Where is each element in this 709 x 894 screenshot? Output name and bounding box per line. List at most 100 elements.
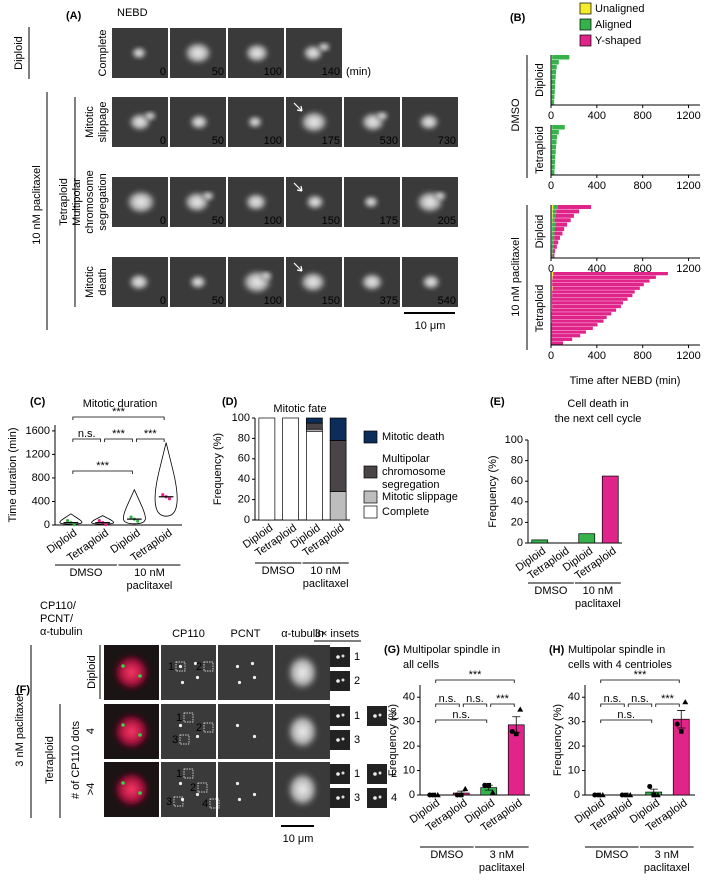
plot-label: Tetraploid [534, 285, 546, 333]
merge-dot [138, 791, 142, 795]
cell-dot [72, 523, 76, 527]
y-tick-label: 100 [232, 412, 250, 424]
replicate-point [482, 782, 488, 788]
duration-bar [551, 70, 557, 75]
duration-bar [551, 240, 554, 245]
time-label: 375 [380, 295, 398, 307]
duration-bar [552, 279, 650, 283]
spot-box [183, 768, 194, 779]
group-label: Diploid [86, 655, 98, 689]
significance-bracket [655, 703, 680, 707]
duration-bar [552, 293, 633, 298]
group-label: DMSO [534, 585, 567, 597]
significance-bracket [72, 416, 165, 420]
inset-dot [378, 795, 382, 799]
duration-bar [551, 279, 553, 283]
treatment-label: 10 nM paclitaxel [510, 237, 522, 317]
replicate-point [654, 792, 661, 798]
time-label: 730 [438, 135, 456, 147]
legend-swatch [363, 430, 378, 444]
signal-dot [237, 680, 242, 685]
group-label: paclitaxel [479, 862, 525, 874]
duration-bar [552, 222, 556, 227]
inset-dot [336, 655, 340, 659]
significance-label: n.s. [604, 693, 622, 705]
spindle-signal [286, 770, 319, 809]
time-label: 50 [212, 66, 224, 78]
significance-bracket [600, 703, 625, 707]
inset-dot [336, 738, 340, 742]
duration-bar [552, 209, 557, 214]
merge-dot [138, 674, 142, 678]
significance-bracket [462, 703, 488, 707]
significance-bracket [435, 679, 515, 683]
column-header: CP110 [172, 628, 205, 640]
replicate-point [489, 789, 496, 795]
spot-box [173, 796, 184, 807]
bar-segment [329, 417, 347, 441]
y-tick-label: 800 [32, 472, 50, 484]
significance-bracket [627, 703, 653, 707]
duration-bar [551, 312, 612, 316]
significance-label: n.s. [631, 693, 649, 705]
duration-bar [551, 165, 555, 170]
significance-label: n.s. [617, 709, 635, 721]
duration-bar [553, 205, 558, 209]
replicate-point [599, 792, 606, 798]
cell-dot [161, 493, 165, 497]
y-axis-label: Frequency (%) [552, 704, 564, 776]
duration-bar [551, 60, 559, 65]
duration-bar [551, 140, 557, 145]
y-tick-label: 0 [517, 537, 523, 549]
y-axis-label: Frequency (%) [387, 704, 399, 776]
significance-label: n.s. [439, 693, 457, 705]
signal-dot [193, 661, 198, 666]
chart-title: the next cell cycle [555, 413, 642, 425]
replicate-point [462, 785, 469, 792]
signal-dot [252, 675, 257, 680]
cell-signal [128, 273, 150, 291]
y-tick-label: 0 [574, 789, 580, 801]
duration-bar [551, 130, 559, 135]
column-header: α-tubulin [281, 628, 323, 640]
cell-signal [360, 272, 384, 292]
spindle-signal [111, 711, 152, 752]
spindle-signal [286, 653, 319, 692]
group-label: DMSO [595, 849, 628, 861]
chart-title: Cell death in [567, 398, 628, 410]
replicate-point [427, 792, 433, 798]
violin [91, 515, 115, 525]
signal-dot [180, 797, 185, 802]
time-label: 100 [264, 295, 282, 307]
cell-signal [189, 114, 209, 130]
group-label: Tetraploid [44, 736, 56, 784]
significance-bracket [72, 438, 102, 442]
signal-dot [235, 723, 240, 728]
y-tick-label: 10 [568, 764, 580, 776]
inset-label: 3 [354, 734, 360, 746]
spindle-signal [111, 769, 152, 810]
legend-label: Complete [382, 506, 429, 518]
spot-label: 2 [190, 782, 196, 794]
cell-signal [201, 191, 215, 201]
x-tick-label: 1200 [676, 180, 700, 192]
plot-label: Diploid [534, 215, 546, 249]
inset-dot [336, 796, 340, 800]
duration-bar [557, 205, 592, 209]
legend-label: Y-shaped [595, 35, 641, 47]
legend-label: Mitotic slippage [382, 491, 458, 503]
duration-bar [551, 337, 573, 341]
duration-bar [554, 231, 563, 236]
chart-title: Mitotic duration [83, 398, 158, 410]
significance-bracket [490, 703, 515, 707]
duration-bar [551, 293, 553, 298]
inset-dot [373, 772, 377, 776]
duration-bar [555, 222, 568, 227]
duration-bar [551, 319, 604, 323]
x-tick-label: 400 [588, 263, 606, 275]
significance-label: *** [144, 428, 158, 440]
y-tick-label: 20 [238, 494, 250, 506]
spot-box [203, 661, 214, 672]
duration-bar [551, 330, 586, 334]
y-tick-label: 1600 [26, 425, 50, 437]
